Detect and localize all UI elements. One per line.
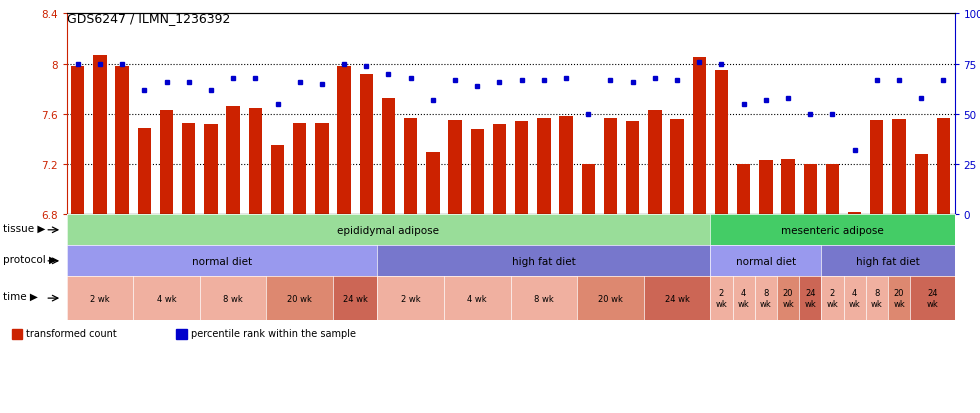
Text: transformed count: transformed count [26,328,118,338]
Bar [137,128,151,215]
Text: protocol ▶: protocol ▶ [3,255,57,265]
Bar [293,123,307,215]
Text: 2 wk: 2 wk [90,294,110,303]
Text: 20
wk: 20 wk [893,289,905,308]
Text: GDS6247 / ILMN_1236392: GDS6247 / ILMN_1236392 [67,12,230,24]
Bar [270,146,284,215]
Bar [515,122,528,215]
Bar [693,58,706,215]
Text: 8 wk: 8 wk [534,294,554,303]
Bar [893,120,906,215]
Text: tissue ▶: tissue ▶ [3,224,46,234]
Text: 20
wk: 20 wk [782,289,794,308]
Text: percentile rank within the sample: percentile rank within the sample [191,328,356,338]
Text: 2
wk: 2 wk [715,289,727,308]
Bar [781,160,795,215]
Bar [804,165,817,215]
Bar [648,111,662,215]
Bar [382,98,395,215]
Bar [160,111,173,215]
Bar [204,125,218,215]
Bar [493,125,506,215]
Bar [337,67,351,215]
Text: normal diet: normal diet [736,256,796,266]
Bar [182,123,195,215]
Text: 2 wk: 2 wk [401,294,420,303]
Text: 2
wk: 2 wk [826,289,838,308]
Bar [848,212,861,215]
Text: 20 wk: 20 wk [287,294,313,303]
Bar [176,329,187,339]
Text: 4
wk: 4 wk [849,289,860,308]
Bar [72,67,84,215]
Text: 4
wk: 4 wk [738,289,750,308]
Bar [404,119,417,215]
Bar [714,71,728,215]
Bar [249,108,262,215]
Bar [426,152,440,215]
Text: 24 wk: 24 wk [664,294,690,303]
Bar [581,165,595,215]
Text: 8
wk: 8 wk [871,289,883,308]
Text: 4 wk: 4 wk [467,294,487,303]
Bar [470,130,484,215]
Bar [670,120,684,215]
Bar [12,329,23,339]
Text: time ▶: time ▶ [3,291,38,301]
Bar [116,67,128,215]
Bar [604,119,617,215]
Text: 24
wk: 24 wk [926,289,938,308]
Text: mesenteric adipose: mesenteric adipose [781,225,884,235]
Bar [560,117,572,215]
Text: epididymal adipose: epididymal adipose [337,225,439,235]
Bar [226,107,240,215]
Bar [937,119,950,215]
Bar [449,121,462,215]
Text: high fat diet: high fat diet [512,256,576,266]
Bar [626,122,639,215]
Bar [870,121,884,215]
Bar [826,165,839,215]
Text: 8 wk: 8 wk [223,294,243,303]
Text: high fat diet: high fat diet [857,256,920,266]
Text: 24
wk: 24 wk [805,289,816,308]
Text: 20 wk: 20 wk [598,294,623,303]
Bar [760,161,772,215]
Bar [360,75,373,215]
Bar [537,119,551,215]
Text: 8
wk: 8 wk [760,289,771,308]
Text: 24 wk: 24 wk [343,294,368,303]
Text: normal diet: normal diet [192,256,252,266]
Bar [914,155,928,215]
Bar [737,165,751,215]
Text: 4 wk: 4 wk [157,294,176,303]
Bar [316,123,328,215]
Bar [93,56,107,215]
